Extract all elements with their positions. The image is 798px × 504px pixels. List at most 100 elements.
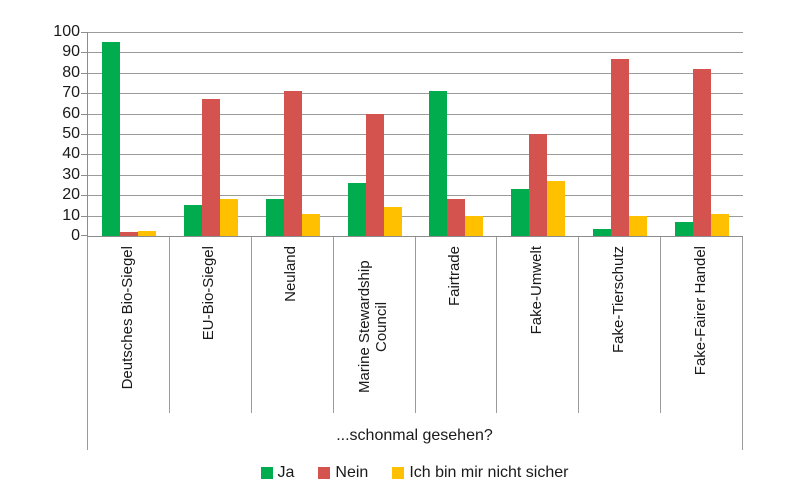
gridline — [88, 134, 743, 135]
bar-group — [497, 32, 579, 236]
category-separator — [332, 237, 334, 413]
category-separator — [496, 237, 498, 413]
legend-swatch — [260, 467, 273, 479]
bar-group — [661, 32, 743, 236]
category-slot: Neuland — [251, 237, 333, 413]
y-axis-label: 30 — [62, 165, 80, 183]
y-tick — [81, 134, 88, 135]
y-tick — [81, 113, 88, 115]
category-separator — [578, 237, 580, 413]
legend-swatch — [318, 467, 331, 479]
bar — [301, 213, 320, 236]
category-label: Fake-Tierschutz — [609, 246, 627, 353]
category-slot: Marine Stewardship Council — [333, 237, 415, 413]
y-tick — [81, 215, 88, 217]
bar — [611, 58, 630, 236]
bar-group — [334, 32, 416, 236]
bar — [283, 91, 302, 236]
legend: Ja Nein Ich bin mir nicht sicher — [87, 464, 742, 482]
bar — [137, 230, 156, 236]
plot-area — [81, 32, 743, 237]
y-axis-label: 90 — [62, 43, 80, 61]
bar — [365, 113, 384, 236]
y-axis-label: 70 — [62, 84, 80, 102]
bar — [675, 221, 694, 236]
gridline — [88, 174, 743, 176]
category-slot: EU-Bio-Siegel — [169, 237, 251, 413]
y-axis-label: 60 — [62, 104, 80, 122]
bar-group — [252, 32, 334, 236]
y-tick — [81, 52, 88, 54]
gridline — [88, 32, 743, 33]
bar — [101, 42, 120, 236]
legend-label: Nein — [335, 464, 369, 481]
y-axis-label: 20 — [62, 186, 80, 204]
bar — [693, 68, 712, 236]
legend-label: Ja — [277, 464, 295, 481]
bar — [529, 134, 548, 236]
category-label: EU-Bio-Siegel — [200, 246, 218, 341]
gridline — [88, 52, 743, 54]
category-slot: Fake-Tierschutz — [578, 237, 660, 413]
bar — [265, 199, 284, 236]
bar — [347, 182, 366, 236]
category-label: Deutsches Bio-Siegel — [118, 246, 136, 390]
category-slot: Deutsches Bio-Siegel — [87, 237, 169, 413]
category-axis-outer-line-left — [87, 237, 88, 450]
bar — [547, 180, 566, 236]
y-tick — [81, 154, 88, 156]
gridline — [88, 215, 743, 217]
bar — [183, 205, 202, 236]
bar — [119, 231, 138, 236]
bar-group — [170, 32, 252, 236]
category-separator — [414, 237, 416, 413]
bar — [201, 99, 220, 236]
y-axis-label: 0 — [71, 227, 80, 244]
category-separator — [250, 237, 252, 413]
y-axis-label: 10 — [62, 206, 80, 224]
x-axis-title: ...schonmal gesehen? — [336, 427, 493, 444]
category-slot: Fake-Umwelt — [496, 237, 578, 413]
y-tick — [81, 174, 88, 176]
category-label: Fairtrade — [446, 246, 464, 307]
category-label: Fake-Fairer Handel — [691, 246, 709, 376]
bar — [383, 207, 402, 236]
y-tick — [81, 235, 88, 236]
y-axis-label: 40 — [62, 145, 80, 163]
category-axis: Deutsches Bio-Siegel EU-Bio-Siegel Neuland… — [87, 237, 742, 413]
category-slot: Fake-Fairer Handel — [660, 237, 742, 413]
category-label: Fake-Umwelt — [527, 246, 545, 335]
y-axis-label: 50 — [62, 125, 80, 142]
bar — [711, 213, 730, 236]
bar — [629, 215, 648, 236]
bar-group — [88, 32, 170, 236]
category-slot: Fairtrade — [415, 237, 497, 413]
bar — [593, 228, 612, 236]
gridline — [88, 93, 743, 95]
legend-item: Ja — [260, 464, 295, 482]
y-tick — [81, 32, 88, 33]
y-axis-label: 100 — [53, 23, 80, 40]
bar — [511, 189, 530, 236]
gridline — [88, 113, 743, 115]
y-axis-label: 80 — [62, 63, 80, 81]
category-axis-outer-line-right — [742, 237, 743, 450]
bar — [447, 199, 466, 236]
legend-label: Ich bin mir nicht sicher — [409, 464, 569, 481]
bar — [465, 215, 484, 236]
category-label: Marine Stewardship Council — [355, 260, 390, 394]
y-tick — [81, 93, 88, 95]
legend-item: Nein — [318, 464, 368, 482]
category-separator — [660, 237, 662, 413]
legend-item: Ich bin mir nicht sicher — [392, 464, 568, 482]
bar-group — [416, 32, 498, 236]
category-separator — [168, 237, 170, 413]
legend-swatch — [392, 467, 405, 479]
gridline — [88, 72, 743, 74]
bar-group — [579, 32, 661, 236]
category-label: Neuland — [282, 246, 300, 302]
y-tick — [81, 195, 88, 197]
y-tick — [81, 72, 88, 74]
gridline — [88, 154, 743, 156]
